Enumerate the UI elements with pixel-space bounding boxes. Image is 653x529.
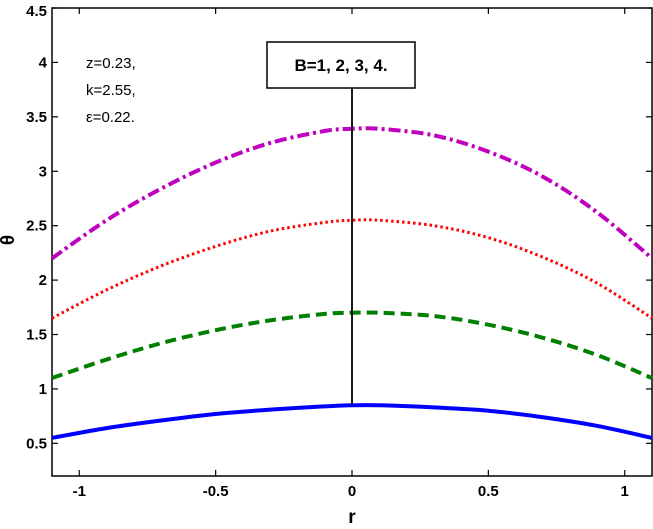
series-b3-line — [51, 218, 653, 320]
ticks — [52, 7, 652, 476]
param-z: z=0.23, — [86, 55, 136, 72]
parameter-annotation: z=0.23, k=2.55, ε=0.22. — [86, 55, 136, 126]
y-tick-label: 4 — [39, 54, 48, 71]
y-tick-label: 3 — [39, 163, 47, 180]
y-axis-label: θ — [0, 235, 19, 245]
x-tick-label: 0 — [348, 483, 356, 500]
x-tick-label: -0.5 — [203, 483, 229, 500]
x-axis-label: r — [348, 507, 356, 528]
b-label-box: B=1, 2, 3, 4. — [266, 41, 416, 89]
b-label-text: B=1, 2, 3, 4. — [294, 56, 387, 75]
param-k: k=2.55, — [86, 82, 136, 99]
y-tick-label: 1 — [39, 381, 47, 398]
x-tick-label: 0.5 — [478, 483, 499, 500]
param-epsilon: ε=0.22. — [86, 109, 135, 126]
b-label-box-frame — [266, 41, 416, 89]
y-tick-label: 4.5 — [26, 3, 47, 20]
y-tick-label: 2.5 — [26, 218, 47, 235]
y-tick-label: 0.5 — [26, 435, 47, 452]
y-tick-label: 1.5 — [26, 327, 47, 344]
x-tick-label: -1 — [73, 483, 86, 500]
series-b1-line — [51, 403, 653, 440]
y-tick-label: 2 — [39, 272, 47, 289]
x-tick-label: 1 — [621, 483, 629, 500]
y-tick-label: 3.5 — [26, 109, 47, 126]
tick-labels: -1 -0.5 0 0.5 1 0.5 1 1.5 2 2.5 3 3.5 4 4.5 — [26, 3, 629, 500]
